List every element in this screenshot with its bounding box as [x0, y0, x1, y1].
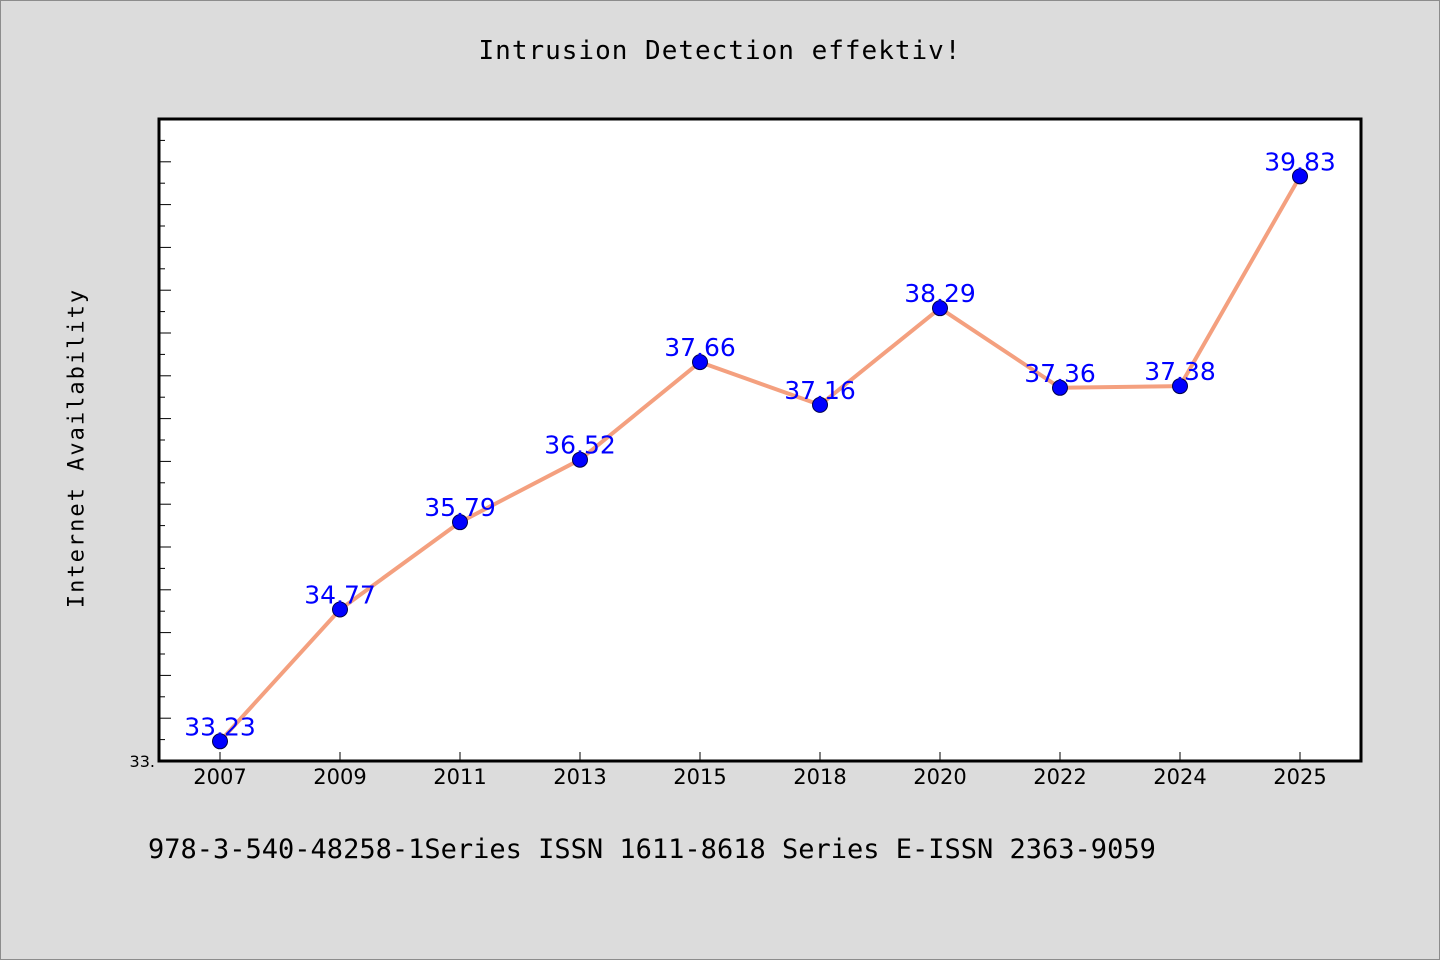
- data-label: 33.23: [184, 712, 256, 741]
- x-tick-label: 2022: [1033, 765, 1086, 789]
- x-tick-label: 2013: [553, 765, 606, 789]
- data-label: 38.29: [904, 279, 976, 308]
- x-tick-label: 2018: [793, 765, 846, 789]
- data-point: [452, 514, 468, 531]
- data-label: 39.83: [1264, 147, 1336, 176]
- x-tick-label: 2020: [913, 765, 966, 789]
- data-label: 37.38: [1144, 357, 1216, 386]
- x-tick-label: 2015: [673, 765, 726, 789]
- x-tick-label: 2009: [313, 765, 366, 789]
- data-point: [332, 601, 348, 618]
- chart-title: Intrusion Detection effektiv!: [478, 36, 962, 66]
- data-label: 37.16: [784, 376, 856, 405]
- y-tick-label: 33.: [130, 752, 155, 771]
- data-label: 37.66: [664, 333, 736, 362]
- data-point: [692, 354, 708, 371]
- data-point: [212, 733, 228, 750]
- x-ticks: 2007 2009 2011 2013 2015 2018 2020 2022 2024 2025: [193, 752, 1327, 789]
- plot-area: [157, 117, 1363, 763]
- data-label: 35.79: [424, 493, 496, 522]
- series-group: [212, 168, 1308, 750]
- data-labels: 33.23 34.77 35.79 36.52 37.66 37.16 38.29 37.36…: [184, 147, 1336, 741]
- data-label: 34.77: [304, 580, 376, 609]
- footer-text: 978-3-540-48258-1Series ISSN 1611-8618 S…: [148, 834, 1156, 865]
- data-point: [812, 396, 828, 413]
- x-tick-label: 2007: [193, 765, 246, 789]
- data-label: 36.52: [544, 431, 616, 460]
- data-point: [572, 451, 588, 468]
- data-point: [1172, 378, 1188, 395]
- y-ticks: 33.: [130, 118, 171, 771]
- data-point: [1052, 379, 1068, 396]
- x-tick-label: 2025: [1273, 765, 1326, 789]
- data-label: 37.36: [1024, 359, 1096, 388]
- data-point: [1292, 168, 1308, 185]
- x-tick-label: 2024: [1153, 765, 1206, 789]
- data-point: [932, 300, 948, 317]
- series-line: [218, 175, 1302, 743]
- x-tick-label: 2011: [433, 765, 486, 789]
